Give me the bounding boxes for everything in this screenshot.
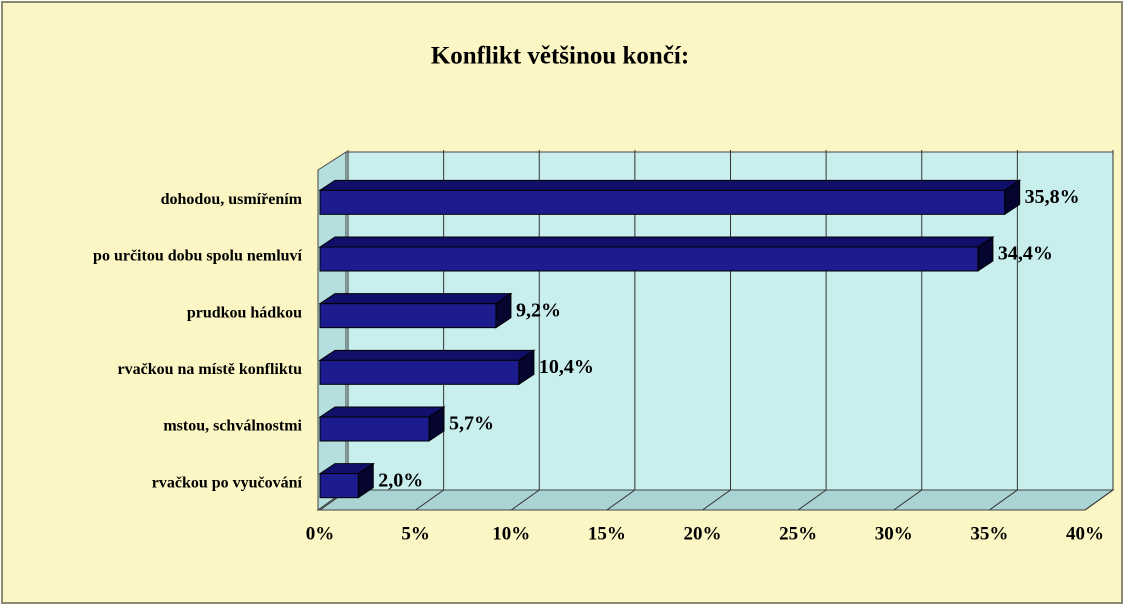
x-tick-label: 30%: [875, 523, 913, 544]
floor-grid-line: [989, 489, 1018, 511]
x-tick-label: 20%: [684, 523, 722, 544]
floor-grid-line: [415, 489, 444, 511]
x-tick-label: 5%: [401, 523, 430, 544]
bar: [319, 416, 430, 442]
y-tick-label: dohodou, usmířením: [161, 191, 303, 208]
x-tick-label: 10%: [492, 523, 530, 544]
bar: [319, 189, 1006, 215]
x-tick-label: 0%: [306, 523, 335, 544]
y-tick-label: po určitou dobu spolu nemluví: [93, 248, 303, 265]
y-tick-label: prudkou hádkou: [187, 304, 302, 321]
floor-grid-line: [1084, 489, 1114, 511]
floor-grid-line: [893, 489, 923, 511]
x-tick-label: 35%: [970, 523, 1008, 544]
bar-top: [318, 293, 513, 305]
x-tick-label: 25%: [779, 523, 817, 544]
bar-top: [318, 406, 446, 418]
data-label: 2,0%: [378, 469, 423, 491]
data-label: 10,4%: [539, 356, 594, 378]
bar: [319, 246, 979, 272]
bar-top: [318, 236, 995, 248]
floor-grid-line: [702, 489, 731, 511]
chart-title: Konflikt většinou končí:: [431, 43, 689, 70]
bar: [319, 473, 359, 499]
data-label: 34,4%: [998, 243, 1053, 265]
bar: [319, 359, 520, 385]
floor-grid-line: [510, 489, 540, 511]
y-tick-label: rvačkou na místě konfliktu: [118, 361, 303, 378]
x-tick-label: 40%: [1066, 523, 1104, 544]
data-label: 35,8%: [1025, 186, 1080, 208]
bar-top: [318, 349, 536, 361]
y-tick-label: rvačkou po vyučování: [152, 474, 303, 491]
y-tick-label: mstou, schválnostmi: [163, 418, 302, 435]
data-label: 5,7%: [449, 413, 494, 435]
floor-grid-line: [797, 489, 827, 511]
floor-grid-line: [606, 489, 636, 511]
bar: [319, 303, 497, 329]
data-label: 9,2%: [516, 299, 561, 321]
x-tick-label: 15%: [588, 523, 626, 544]
bar-top: [318, 179, 1022, 191]
